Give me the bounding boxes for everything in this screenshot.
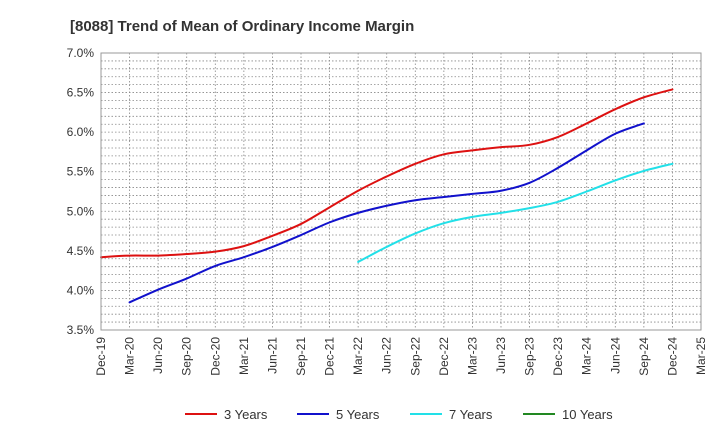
x-tick-label: Jun-23 xyxy=(494,337,508,374)
y-tick-label: 5.0% xyxy=(67,204,95,218)
x-tick-label: Jun-21 xyxy=(265,337,279,374)
chart-title: [8088] Trend of Mean of Ordinary Income … xyxy=(70,18,414,35)
y-tick-label: 5.5% xyxy=(67,165,95,179)
x-tick-label: Dec-24 xyxy=(665,337,679,376)
legend-label-10-years: 10 Years xyxy=(562,407,613,422)
y-tick-label: 6.0% xyxy=(67,125,95,139)
x-tick-label: Mar-21 xyxy=(237,337,251,375)
series-lines xyxy=(100,88,674,304)
x-tick-label: Dec-21 xyxy=(323,337,337,376)
x-axis-ticks: Dec-19 Mar-20 Jun-20 Sep-20 Dec-20 Mar-21 Jun-… xyxy=(94,337,708,376)
x-tick-label: Sep-20 xyxy=(180,337,194,376)
series-line-3-years xyxy=(100,88,674,259)
plot-frame xyxy=(100,52,702,331)
y-tick-label: 4.5% xyxy=(67,244,95,258)
y-tick-label: 4.0% xyxy=(67,283,95,297)
legend-label-5-years: 5 Years xyxy=(336,407,380,422)
legend-label-7-years: 7 Years xyxy=(449,407,493,422)
y-tick-label: 7.0% xyxy=(67,46,95,60)
legend: 3 Years 5 Years 7 Years 10 Years xyxy=(185,407,613,422)
x-tick-label: Jun-20 xyxy=(151,337,165,374)
x-tick-label: Mar-23 xyxy=(465,337,479,375)
x-tick-label: Mar-25 xyxy=(694,337,708,375)
x-tick-label: Mar-20 xyxy=(123,337,137,375)
series-line-5-years xyxy=(128,122,645,304)
x-tick-label: Dec-22 xyxy=(437,337,451,376)
x-tick-label: Dec-20 xyxy=(208,337,222,376)
legend-label-3-years: 3 Years xyxy=(224,407,268,422)
x-tick-label: Dec-19 xyxy=(94,337,108,376)
x-tick-label: Sep-23 xyxy=(523,337,537,376)
y-tick-label: 3.5% xyxy=(67,323,95,337)
x-tick-label: Dec-23 xyxy=(551,337,565,376)
x-tick-label: Mar-24 xyxy=(580,337,594,375)
x-tick-label: Mar-22 xyxy=(351,337,365,375)
x-tick-label: Sep-24 xyxy=(637,337,651,376)
y-axis-ticks: 7.0% 6.5% 6.0% 5.5% 5.0% 4.5% 4.0% 3.5% xyxy=(67,46,95,337)
x-tick-label: Sep-21 xyxy=(294,337,308,376)
x-tick-label: Sep-22 xyxy=(408,337,422,376)
x-tick-label: Jun-22 xyxy=(380,337,394,374)
series-line-7-years xyxy=(357,162,674,263)
x-tick-label: Jun-24 xyxy=(608,337,622,374)
grid xyxy=(101,53,701,330)
y-tick-label: 6.5% xyxy=(67,86,95,100)
